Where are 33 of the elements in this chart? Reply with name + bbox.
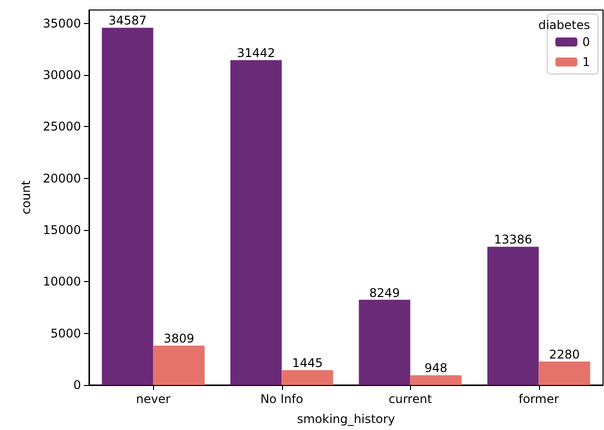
data-label: 948 [424, 361, 448, 376]
bar [538, 361, 590, 385]
y-tick-label: 10000 [42, 274, 81, 289]
y-tick-label: 25000 [42, 120, 81, 134]
bar [358, 300, 410, 385]
x-tick-label: former [518, 392, 559, 406]
y-tick-label: 0 [73, 378, 81, 392]
data-label: 34587 [108, 14, 147, 28]
y-tick-label: 5000 [50, 326, 81, 340]
bar [153, 346, 205, 385]
x-tick-label: No Info [260, 392, 304, 406]
data-label: 2280 [549, 347, 580, 362]
y-tick-label: 30000 [42, 68, 81, 82]
bar [282, 370, 334, 385]
x-tick-label: current [388, 392, 432, 406]
bar [102, 28, 154, 385]
x-tick-label: never [136, 392, 171, 406]
x-axis-title: smoking_history [296, 412, 396, 426]
legend-label: 0 [582, 35, 590, 49]
legend-label: 1 [582, 55, 590, 69]
y-tick-label: 15000 [42, 223, 81, 238]
y-tick-label: 35000 [42, 16, 81, 30]
data-label: 8249 [369, 286, 400, 300]
legend-title: diabetes [538, 18, 590, 32]
data-label: 13386 [494, 232, 532, 247]
data-label: 3809 [164, 332, 194, 346]
bar [410, 375, 462, 385]
y-tick-label: 20000 [42, 171, 81, 186]
y-axis-title: count [18, 180, 33, 214]
data-label: 1445 [292, 356, 323, 370]
data-label: 31442 [236, 46, 276, 60]
bar [487, 246, 539, 385]
bar [230, 60, 282, 385]
